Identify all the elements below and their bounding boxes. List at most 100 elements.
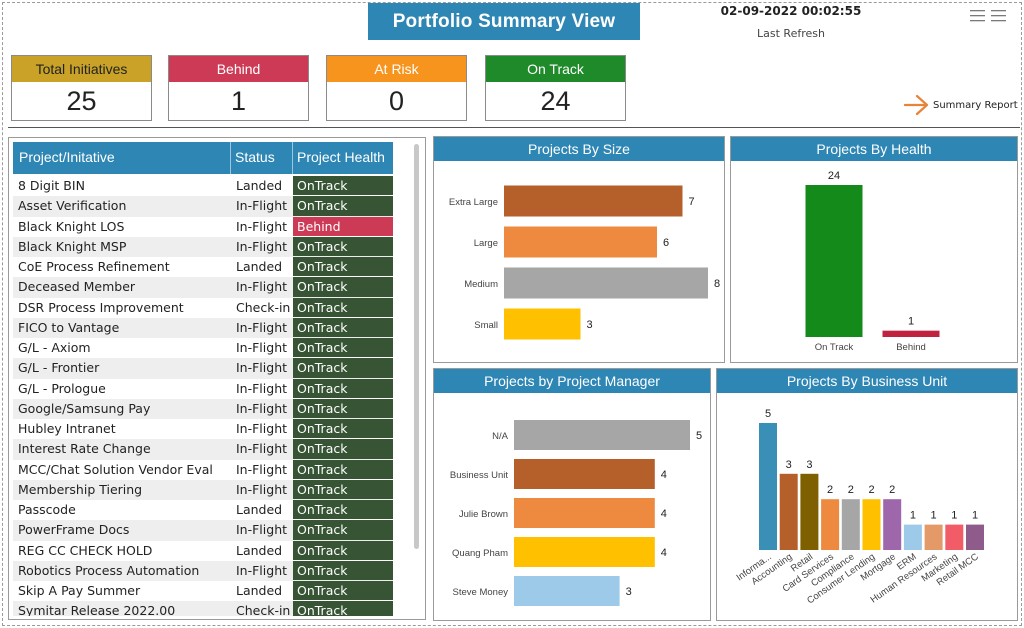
axis-category-label: Small — [474, 320, 498, 331]
cell-project-health: OnTrack — [293, 378, 393, 398]
page-title: Portfolio Summary View — [368, 3, 640, 40]
kpi-total-initiatives: Total Initiatives 25 — [11, 55, 152, 121]
cell-project-name: Symitar Release 2022.00 — [18, 603, 176, 616]
bar — [903, 524, 922, 550]
table-row[interactable]: G/L - Axiom In-Flight OnTrack — [13, 338, 393, 358]
bar — [883, 499, 902, 550]
table-header: Project/Initative Status Project Health — [13, 142, 393, 174]
bar — [862, 499, 881, 550]
bar-value-label: 2 — [827, 484, 833, 496]
table-row[interactable]: Interest Rate Change In-Flight OnTrack — [13, 439, 393, 460]
list-menu-icon[interactable] — [970, 9, 985, 22]
kpi-label: On Track — [486, 56, 625, 82]
bar-value-label: 1 — [908, 316, 914, 328]
axis-category-label: On Track — [815, 342, 854, 353]
cell-status: In-Flight — [236, 461, 288, 477]
column-header-project[interactable]: Project/Initative — [19, 149, 115, 165]
cell-project-name: 8 Digit BIN — [18, 178, 85, 193]
cell-status: In-Flight — [236, 400, 288, 416]
table-row[interactable]: Passcode Landed OnTrack — [13, 500, 393, 520]
kpi-behind: Behind 1 — [168, 55, 309, 121]
axis-category-label: Extra Large — [449, 197, 498, 208]
table-row[interactable]: Symitar Release 2022.00 Check-in OnTrack — [13, 601, 393, 616]
cell-status: In-Flight — [236, 360, 288, 376]
table-row[interactable]: Skip A Pay Summer Landed OnTrack — [13, 581, 393, 601]
cell-status: In-Flight — [236, 238, 288, 254]
bar-value-label: 5 — [765, 408, 771, 420]
bar-value-label: 6 — [663, 237, 669, 249]
cell-status: Landed — [236, 259, 283, 274]
bar — [504, 267, 708, 299]
summary-report-label: Summary Report — [933, 99, 1018, 111]
table-row[interactable]: G/L - Frontier In-Flight OnTrack — [13, 358, 393, 379]
table-row[interactable]: Google/Samsung Pay In-Flight OnTrack — [13, 398, 393, 419]
cell-status: In-Flight — [236, 421, 288, 436]
table-row[interactable]: PowerFrame Docs In-Flight OnTrack — [13, 520, 393, 541]
table-row[interactable]: Robotics Process Automation In-Flight OnTr… — [13, 560, 393, 581]
cell-status: In-Flight — [236, 562, 288, 578]
bar-value-label: 24 — [828, 170, 840, 182]
table-row[interactable]: Hubley Intranet In-Flight OnTrack — [13, 419, 393, 439]
bar — [805, 185, 863, 337]
cell-project-name: Asset Verification — [18, 198, 127, 214]
summary-report-link[interactable]: Summary Report — [904, 94, 1018, 116]
axis-category-label: Steve Money — [453, 587, 509, 598]
cell-project-health: OnTrack — [293, 277, 393, 297]
bar — [514, 420, 690, 450]
cell-status: In-Flight — [236, 319, 288, 335]
bar-value-label: 3 — [806, 459, 812, 471]
kpi-label: Total Initiatives — [12, 56, 151, 82]
bar-value-label: 2 — [848, 484, 854, 496]
cell-project-name: Interest Rate Change — [18, 441, 151, 457]
kpi-at-risk: At Risk 0 — [326, 55, 467, 121]
kpi-value: 25 — [66, 85, 97, 116]
bar — [821, 499, 840, 550]
table-row[interactable]: Deceased Member In-Flight OnTrack — [13, 277, 393, 298]
manager-bar-chart: N/A 5 Business Unit 4 Julie Brown 4 Quang Pham… — [450, 420, 702, 606]
table-row[interactable]: G/L - Prologue In-Flight OnTrack — [13, 378, 393, 399]
list-menu-icon[interactable] — [991, 9, 1006, 22]
cell-project-health: OnTrack — [293, 520, 393, 540]
table-row[interactable]: Black Knight LOS In-Flight Behind — [13, 216, 393, 237]
table-row[interactable]: 8 Digit BIN Landed OnTrack — [13, 176, 393, 196]
table-row[interactable]: CoE Process Refinement Landed OnTrack — [13, 257, 393, 277]
table-row[interactable]: DSR Process Improvement Check-in OnTrack — [13, 297, 393, 318]
cell-project-health: OnTrack — [293, 398, 393, 418]
cell-project-name: CoE Process Refinement — [18, 259, 170, 274]
cell-project-health: OnTrack — [293, 358, 393, 378]
cell-project-health: Behind — [293, 216, 393, 236]
chart-title: Projects By Business Unit — [717, 369, 1017, 393]
cell-project-name: REG CC CHECK HOLD — [18, 542, 153, 558]
cell-status: Landed — [236, 178, 283, 193]
size-bar-chart: Extra Large 7 Large 6 Medium 8 Small 3 — [449, 185, 720, 340]
bar — [800, 473, 819, 550]
table-row[interactable]: REG CC CHECK HOLD Landed OnTrack — [13, 540, 393, 561]
cell-status: Landed — [236, 542, 283, 558]
table-row[interactable]: FICO to Vantage In-Flight OnTrack — [13, 317, 393, 338]
cell-project-health: OnTrack — [293, 479, 393, 499]
table-row[interactable]: MCC/Chat Solution Vendor Eval In-Flight On… — [13, 459, 393, 480]
bar-value-label: 1 — [931, 510, 937, 522]
bar — [504, 308, 581, 340]
cell-status: In-Flight — [236, 441, 288, 457]
table-row[interactable]: Membership Tiering In-Flight OnTrack — [13, 479, 393, 500]
table-scrollbar[interactable] — [414, 144, 419, 549]
kpi-value: 24 — [540, 85, 571, 116]
table-row[interactable]: Asset Verification In-Flight OnTrack — [13, 196, 393, 217]
bar-value-label: 1 — [910, 510, 916, 522]
kpi-label: Behind — [169, 56, 308, 82]
kpi-value: 1 — [230, 85, 247, 116]
cell-project-name: PowerFrame Docs — [18, 522, 130, 538]
column-header-health[interactable]: Project Health — [297, 149, 385, 165]
chart-title: Projects by Project Manager — [434, 369, 710, 393]
table-body: 8 Digit BIN Landed OnTrack Asset Verificati… — [13, 176, 393, 616]
bar-value-label: 8 — [714, 278, 720, 290]
bar-value-label: 1 — [951, 510, 957, 522]
cell-status: Landed — [236, 583, 283, 598]
cell-status: In-Flight — [236, 218, 288, 234]
chart-title: Projects By Health — [731, 137, 1017, 161]
cell-project-name: Passcode — [18, 502, 76, 517]
column-header-status[interactable]: Status — [235, 149, 275, 165]
manager-chart-panel: Projects by Project Manager N/A 5 Business… — [433, 368, 711, 621]
table-row[interactable]: Black Knight MSP In-Flight OnTrack — [13, 236, 393, 257]
